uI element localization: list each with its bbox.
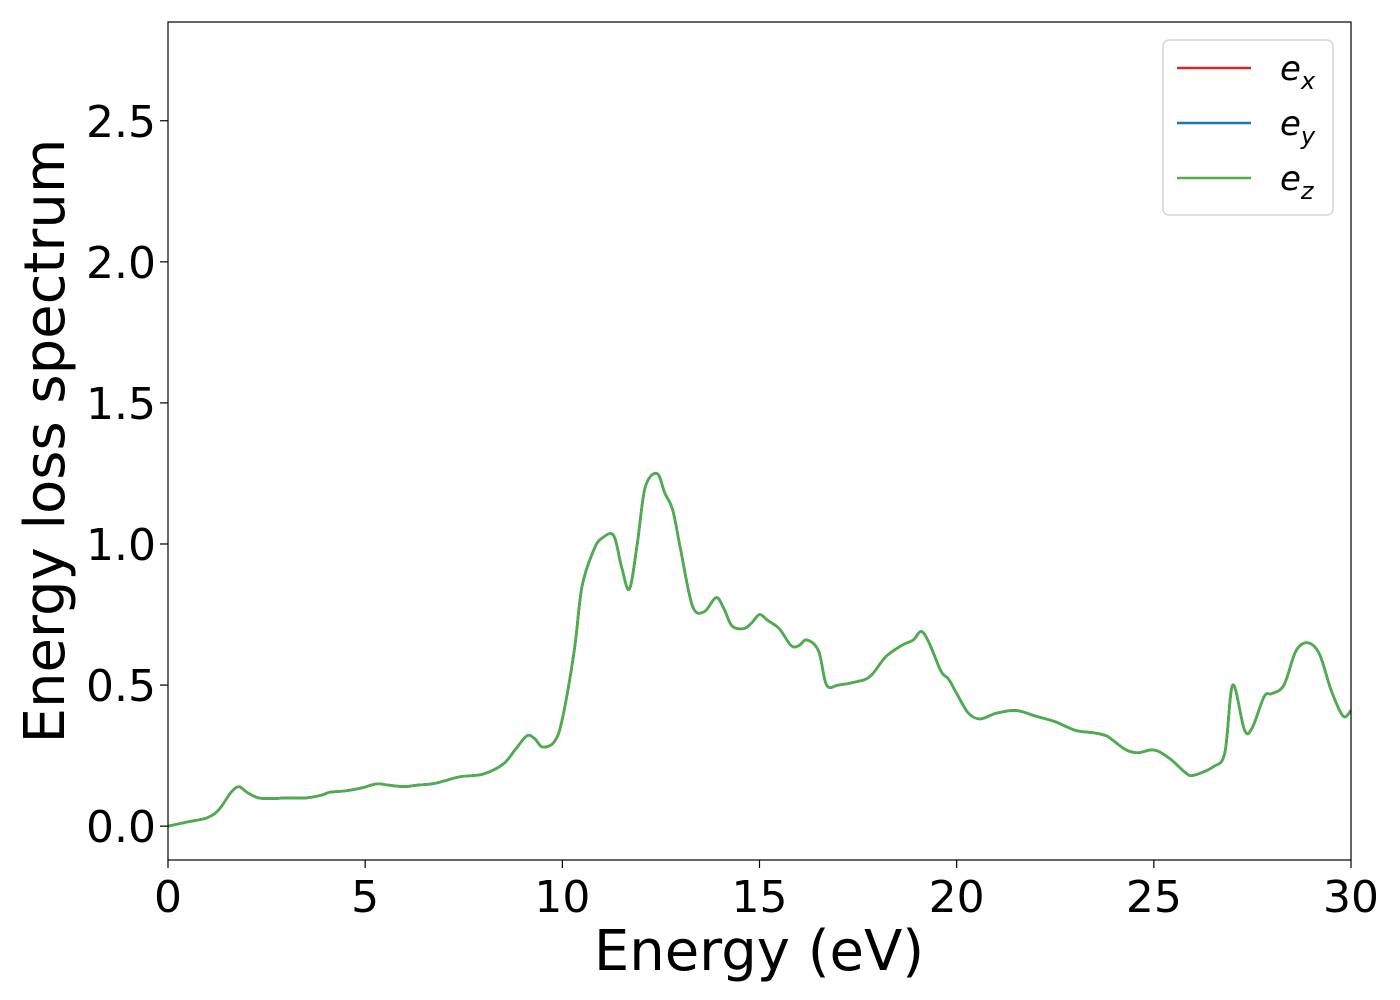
series-layer: [167, 472, 1352, 828]
x-tick-label: 0: [154, 872, 182, 923]
legend-label-x: ex: [1280, 49, 1316, 95]
x-tick-label: 30: [1323, 872, 1379, 923]
y-tick-label: 0.5: [86, 661, 156, 712]
x-tick-label: 15: [732, 872, 788, 923]
y-tick-label: 1.5: [86, 379, 156, 430]
y-tick-label: 1.0: [86, 520, 156, 571]
y-axis-label: Energy loss spectrum: [13, 139, 78, 744]
legend: ex ey ez: [1162, 39, 1334, 216]
legend-label-y: ey: [1280, 104, 1316, 150]
legend-box: [1162, 39, 1334, 216]
x-tick-label: 20: [929, 872, 985, 923]
x-axis-ticks: 0 5 10 15 20 25 30: [154, 860, 1379, 923]
legend-label-z: ez: [1280, 159, 1315, 205]
x-tick-label: 10: [534, 872, 590, 923]
y-tick-label: 2.0: [86, 238, 156, 289]
x-tick-label: 25: [1126, 872, 1182, 923]
y-tick-label: 2.5: [86, 97, 156, 148]
series-line-e-z: [167, 472, 1352, 828]
plot-background: [168, 22, 1351, 860]
x-tick-label: 5: [351, 872, 379, 923]
y-tick-label: 0.0: [86, 802, 156, 853]
y-axis-ticks: 0.0 0.5 1.0 1.5 2.0 2.5: [86, 97, 168, 853]
x-axis-label: Energy (eV): [594, 919, 924, 984]
